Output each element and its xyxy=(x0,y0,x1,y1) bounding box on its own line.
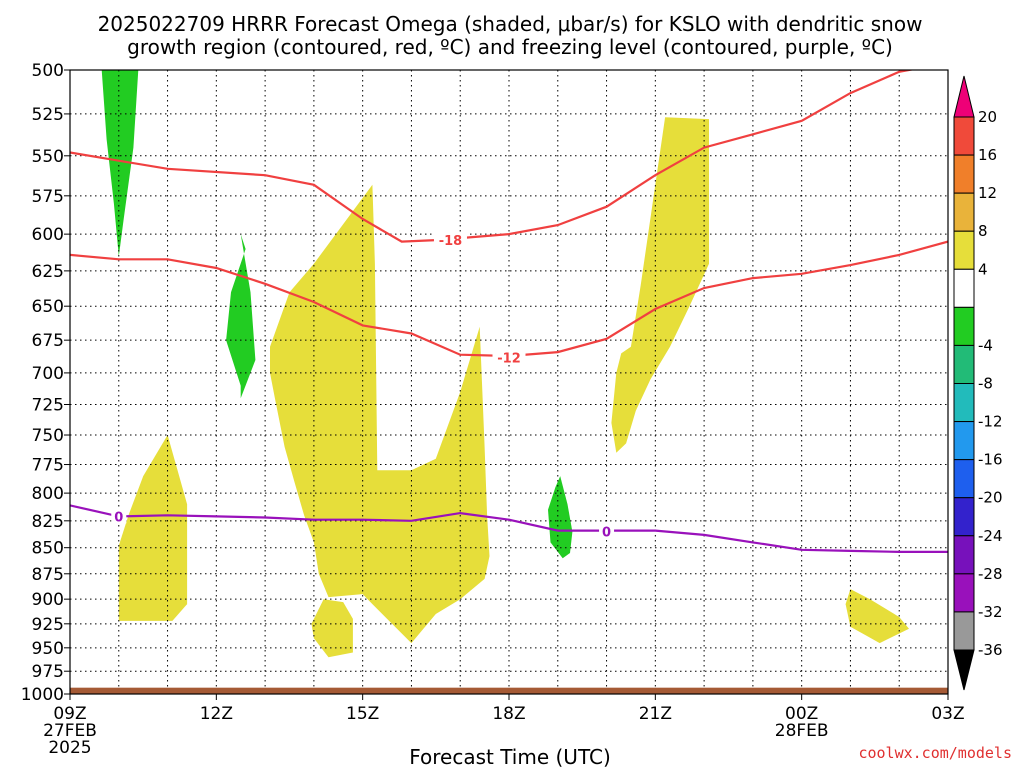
colorbar-box xyxy=(953,611,975,651)
x-tick-label: 12Z xyxy=(200,704,233,724)
x-tick-date: 28FEB xyxy=(775,721,829,741)
colorbar-label: -24 xyxy=(978,527,1003,545)
ground-layer xyxy=(70,687,948,694)
colorbar-label: -28 xyxy=(978,565,1003,583)
x-tick-year: 2025 xyxy=(48,738,91,758)
x-tick-label: 21Z xyxy=(639,704,672,724)
omega-region-6 xyxy=(611,117,709,453)
credit-link[interactable]: coolwx.com/models xyxy=(858,744,1012,762)
y-tick-label: 800 xyxy=(32,484,64,504)
omega-shaded-regions xyxy=(101,70,909,658)
x-tick-label: 09Z xyxy=(53,704,86,724)
contour-label-bg xyxy=(599,523,615,539)
colorbar-label: 8 xyxy=(978,222,988,240)
colorbar-box xyxy=(953,535,975,575)
colorbar-box xyxy=(953,497,975,537)
omega-region-5 xyxy=(311,599,353,658)
colorbar-label: -36 xyxy=(978,641,1003,659)
y-tick-label: 775 xyxy=(32,456,64,476)
y-tick-label: 975 xyxy=(32,662,64,682)
omega-region-7 xyxy=(845,589,909,644)
x-tick-label: 03Z xyxy=(931,704,964,724)
contour-labels: -18 -12 0 0 xyxy=(111,232,615,541)
colorbar-box xyxy=(953,421,975,461)
y-tick-label: 850 xyxy=(32,539,64,559)
colorbar-label: -12 xyxy=(978,413,1003,431)
colorbar-box xyxy=(953,154,975,194)
colorbar-box xyxy=(953,230,975,270)
contour-label--18: -18 xyxy=(439,234,463,249)
y-tick-label: 650 xyxy=(32,297,64,317)
y-tick-label: 600 xyxy=(32,225,64,245)
x-tick-label: 18Z xyxy=(492,704,525,724)
y-tick-label: 575 xyxy=(32,187,64,207)
y-tick-label: 525 xyxy=(32,105,64,125)
chart-title-line2: growth region (contoured, red, ºC) and f… xyxy=(127,35,893,59)
ground-band xyxy=(70,687,948,694)
chart-title-line1: 2025022709 HRRR Forecast Omega (shaded, … xyxy=(98,12,923,36)
grid-lines xyxy=(70,69,948,695)
colorbar-box xyxy=(953,383,975,423)
y-tick-label: 950 xyxy=(32,639,64,659)
colorbar-label: -32 xyxy=(978,603,1003,621)
omega-region-0 xyxy=(101,70,139,257)
x-tick-label: 15Z xyxy=(346,704,379,724)
colorbar-label: 12 xyxy=(978,184,997,202)
x-tick-label: 00Z xyxy=(785,704,818,724)
y-tick-label: 925 xyxy=(32,615,64,635)
contour-line--12 xyxy=(70,240,948,358)
y-tick-label: 900 xyxy=(32,590,64,610)
y-tick-label: 725 xyxy=(32,395,64,415)
y-tick-label: 675 xyxy=(32,331,64,351)
colorbar-label: -16 xyxy=(978,451,1003,469)
omega-region-2 xyxy=(548,476,573,559)
colorbar-label: 16 xyxy=(978,146,997,164)
contour-label-0: 0 xyxy=(114,510,123,525)
contour-label-bg xyxy=(111,508,127,524)
contour-label-bg xyxy=(492,349,526,365)
y-tick-label: 875 xyxy=(32,565,64,585)
colorbar-box xyxy=(953,192,975,232)
x-axis-label: Forecast Time (UTC) xyxy=(409,745,611,768)
colorbar-label: -4 xyxy=(978,336,993,354)
colorbar-top-arrow xyxy=(953,75,975,118)
y-tick-label: 825 xyxy=(32,512,64,532)
colorbar-box xyxy=(953,344,975,384)
y-axis-ticks: 500 525 550 575 600 625 650 675 700 725 750 775 800 8… xyxy=(21,61,70,705)
y-tick-label: 750 xyxy=(32,426,64,446)
colorbar-label: -8 xyxy=(978,375,993,393)
contour-line--18 xyxy=(70,70,916,243)
colorbar-box xyxy=(953,306,975,346)
y-tick-label: 700 xyxy=(32,364,64,384)
omega-region-1 xyxy=(226,234,256,399)
y-tick-label: 550 xyxy=(32,147,64,167)
x-tick-date: 27FEB xyxy=(43,721,97,741)
omega-region-4 xyxy=(270,184,490,644)
colorbar-bottom-arrow xyxy=(953,649,975,691)
contour-label-bg xyxy=(433,232,467,248)
y-tick-label: 625 xyxy=(32,262,64,282)
colorbar-box xyxy=(953,459,975,499)
colorbar-box xyxy=(953,573,975,613)
colorbar-box xyxy=(953,116,975,156)
contour-line-0 xyxy=(70,504,948,553)
contour-label--12: -12 xyxy=(497,351,521,366)
colorbar-label: -20 xyxy=(978,489,1003,507)
colorbar-label: 4 xyxy=(978,260,988,278)
y-tick-label: 1000 xyxy=(21,685,64,705)
omega-region-3 xyxy=(118,435,188,621)
colorbar-label: 20 xyxy=(978,108,997,126)
y-tick-label: 500 xyxy=(32,61,64,81)
colorbar: 20 16 12 8 4 -4 -8 -12 -16 -20 -24 -28 -32 -36 xyxy=(953,75,1003,691)
contour-label-0: 0 xyxy=(602,526,611,541)
colorbar-box xyxy=(953,268,975,308)
